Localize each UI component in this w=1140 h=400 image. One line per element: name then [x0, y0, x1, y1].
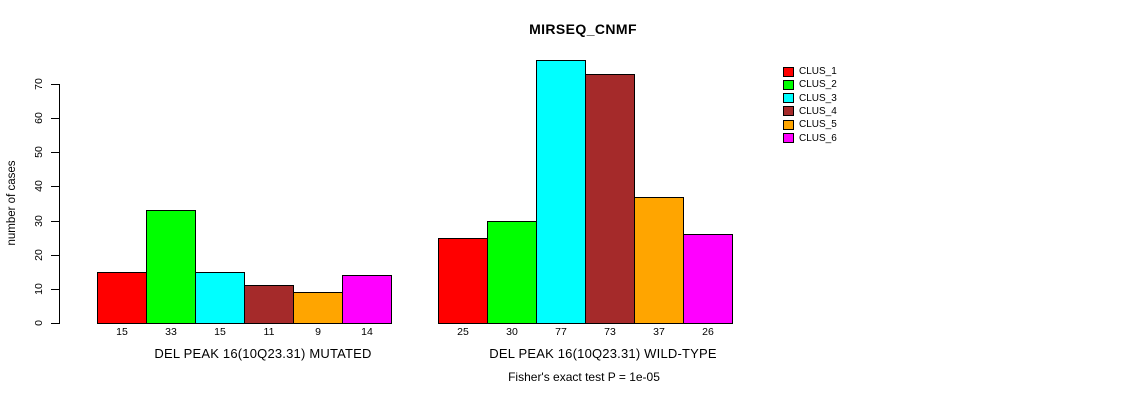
bar — [683, 234, 733, 324]
bar — [487, 220, 537, 324]
bar-value-label: 73 — [604, 326, 616, 338]
bar-value-label: 9 — [315, 326, 321, 338]
bar — [146, 210, 196, 324]
group-label-mutated: DEL PEAK 16(10Q23.31) MUTATED — [154, 346, 372, 361]
y-axis-line — [59, 84, 60, 324]
y-tick-label: 60 — [33, 112, 45, 124]
legend-swatch — [783, 66, 794, 77]
chart-title: MIRSEQ_CNMF — [529, 21, 637, 37]
group-label-wildtype: DEL PEAK 16(10Q23.31) WILD-TYPE — [489, 346, 717, 361]
y-tick — [51, 255, 59, 256]
y-tick — [51, 84, 59, 85]
y-tick — [51, 186, 59, 187]
fisher-annotation: Fisher's exact test P = 1e-05 — [508, 370, 660, 384]
legend-item: CLUS_4 — [783, 106, 837, 117]
legend-item: CLUS_1 — [783, 66, 837, 77]
bar-value-label: 33 — [165, 326, 177, 338]
y-axis-title: number of cases — [6, 160, 18, 246]
bar — [342, 275, 392, 324]
bar-value-label: 26 — [702, 326, 714, 338]
bar — [244, 285, 294, 324]
bar — [585, 73, 635, 324]
y-tick-label: 10 — [33, 283, 45, 295]
bar — [195, 271, 245, 324]
y-tick — [51, 152, 59, 153]
legend-item: CLUS_3 — [783, 93, 837, 104]
bar-value-label: 77 — [555, 326, 567, 338]
legend-label: CLUS_4 — [799, 105, 837, 117]
legend-label: CLUS_2 — [799, 79, 837, 91]
legend-swatch — [783, 93, 794, 104]
legend-label: CLUS_1 — [799, 66, 837, 77]
legend-label: CLUS_3 — [799, 92, 837, 104]
y-tick-label: 30 — [33, 214, 45, 227]
bar-value-label: 15 — [116, 326, 128, 338]
y-tick-label: 0 — [33, 320, 45, 326]
bar-value-label: 37 — [653, 326, 665, 338]
y-tick — [51, 221, 59, 222]
bar-value-label: 11 — [263, 326, 275, 338]
y-tick-label: 50 — [33, 146, 45, 159]
legend-item: CLUS_5 — [783, 119, 837, 130]
legend-swatch — [783, 119, 794, 130]
bar-value-label: 14 — [361, 326, 373, 338]
bar-value-label: 15 — [214, 326, 226, 338]
legend-label: CLUS_6 — [799, 132, 837, 144]
legend-swatch — [783, 133, 794, 143]
y-tick — [51, 323, 59, 324]
bar — [634, 196, 684, 324]
legend-item: CLUS_2 — [783, 79, 837, 90]
bar-value-label: 25 — [457, 326, 469, 338]
bar — [438, 237, 488, 324]
legend-swatch — [783, 106, 794, 117]
legend-label: CLUS_5 — [799, 119, 837, 131]
y-tick — [51, 289, 59, 290]
bar — [536, 60, 586, 324]
legend-swatch — [783, 79, 794, 90]
y-tick — [51, 118, 59, 119]
y-tick-label: 20 — [33, 248, 45, 261]
legend: CLUS_1 CLUS_2 CLUS_3 CLUS_4 CLUS_5 CLUS_6 — [783, 66, 853, 148]
y-tick-label: 70 — [33, 78, 45, 90]
bar — [97, 271, 147, 324]
legend-item: CLUS_6 — [783, 133, 837, 144]
bar-value-label: 30 — [506, 326, 518, 338]
bar — [293, 292, 343, 324]
y-tick-label: 40 — [33, 180, 45, 193]
